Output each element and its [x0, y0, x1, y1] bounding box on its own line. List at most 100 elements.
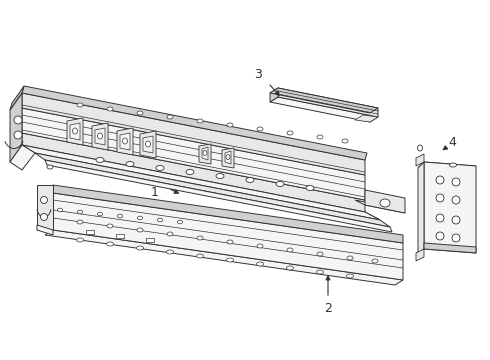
Ellipse shape [107, 224, 113, 228]
Polygon shape [45, 160, 392, 232]
Ellipse shape [41, 197, 48, 203]
Ellipse shape [57, 208, 63, 212]
Ellipse shape [317, 252, 323, 256]
Text: 2: 2 [324, 302, 332, 315]
Polygon shape [22, 108, 365, 200]
Polygon shape [225, 151, 231, 164]
Ellipse shape [156, 166, 164, 171]
Text: 1: 1 [151, 185, 159, 198]
Ellipse shape [98, 212, 102, 216]
Ellipse shape [317, 270, 323, 274]
Ellipse shape [47, 165, 53, 169]
Ellipse shape [287, 266, 294, 270]
Text: 3: 3 [254, 68, 262, 81]
Polygon shape [278, 88, 378, 117]
Polygon shape [270, 88, 278, 102]
Polygon shape [45, 230, 403, 285]
Polygon shape [270, 88, 378, 113]
Ellipse shape [287, 131, 293, 135]
Polygon shape [424, 162, 476, 253]
Polygon shape [95, 128, 105, 145]
Ellipse shape [257, 244, 263, 248]
Polygon shape [117, 128, 133, 155]
Polygon shape [10, 86, 24, 110]
Polygon shape [92, 123, 108, 150]
Ellipse shape [452, 216, 460, 224]
Ellipse shape [226, 154, 230, 159]
Ellipse shape [157, 218, 163, 222]
Polygon shape [416, 154, 424, 166]
Polygon shape [10, 145, 35, 170]
Ellipse shape [227, 123, 233, 127]
Ellipse shape [96, 158, 104, 162]
Ellipse shape [452, 178, 460, 186]
Polygon shape [22, 133, 365, 212]
Polygon shape [120, 133, 130, 150]
Ellipse shape [14, 131, 22, 139]
Ellipse shape [197, 119, 203, 123]
Ellipse shape [76, 238, 83, 242]
Polygon shape [37, 185, 53, 230]
Polygon shape [22, 145, 380, 220]
Ellipse shape [246, 177, 254, 183]
Ellipse shape [126, 162, 134, 166]
Ellipse shape [177, 220, 182, 224]
Polygon shape [53, 193, 403, 280]
Polygon shape [35, 153, 390, 227]
Ellipse shape [186, 170, 194, 175]
Ellipse shape [436, 194, 444, 202]
Polygon shape [10, 93, 22, 162]
Ellipse shape [203, 150, 207, 156]
Polygon shape [365, 190, 405, 213]
Ellipse shape [372, 259, 378, 263]
Polygon shape [143, 136, 153, 153]
Ellipse shape [306, 185, 314, 190]
Polygon shape [22, 93, 365, 175]
Polygon shape [355, 200, 405, 213]
Ellipse shape [167, 250, 173, 254]
Ellipse shape [77, 210, 82, 214]
Ellipse shape [449, 163, 457, 167]
Ellipse shape [118, 214, 122, 218]
Polygon shape [53, 185, 403, 243]
Ellipse shape [122, 138, 127, 144]
Ellipse shape [216, 174, 224, 179]
Polygon shape [22, 145, 380, 220]
Ellipse shape [417, 145, 422, 151]
Polygon shape [424, 243, 476, 253]
Ellipse shape [196, 254, 203, 258]
Polygon shape [146, 238, 154, 242]
Ellipse shape [317, 135, 323, 139]
Polygon shape [70, 123, 80, 140]
Ellipse shape [227, 240, 233, 244]
Ellipse shape [77, 103, 83, 107]
Ellipse shape [226, 258, 234, 262]
Ellipse shape [137, 228, 143, 232]
Ellipse shape [137, 111, 143, 115]
Ellipse shape [452, 234, 460, 242]
Ellipse shape [77, 220, 83, 224]
Polygon shape [418, 162, 424, 255]
Ellipse shape [452, 196, 460, 204]
Text: 4: 4 [448, 135, 456, 148]
Polygon shape [355, 115, 378, 122]
Polygon shape [140, 131, 156, 158]
Polygon shape [116, 234, 124, 238]
Ellipse shape [107, 107, 113, 111]
Ellipse shape [14, 116, 22, 124]
Ellipse shape [146, 141, 150, 147]
Ellipse shape [380, 199, 390, 207]
Polygon shape [418, 162, 476, 172]
Ellipse shape [73, 128, 77, 134]
Ellipse shape [287, 248, 293, 252]
Ellipse shape [41, 213, 48, 220]
Polygon shape [202, 147, 208, 160]
Polygon shape [199, 144, 211, 164]
Ellipse shape [138, 216, 143, 220]
Ellipse shape [346, 274, 353, 278]
Ellipse shape [436, 176, 444, 184]
Ellipse shape [137, 246, 144, 250]
Ellipse shape [167, 115, 173, 119]
Ellipse shape [347, 256, 353, 260]
Ellipse shape [257, 127, 263, 131]
